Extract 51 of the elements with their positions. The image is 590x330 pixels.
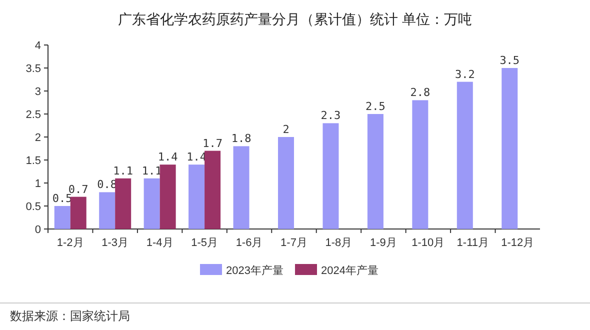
x-tick-label: 1-2月 <box>56 237 84 249</box>
y-tick-label: 2.5 <box>26 108 41 121</box>
x-tick-label: 1-10月 <box>412 237 445 249</box>
y-tick-label: 2 <box>34 132 41 144</box>
legend-label: 2023年产量 <box>226 264 284 277</box>
y-tick-label: 0 <box>34 224 41 236</box>
bar <box>144 178 160 229</box>
data-label: 2.5 <box>366 100 386 113</box>
data-label: 1.4 <box>158 150 178 164</box>
bar <box>160 164 176 229</box>
data-label: 0.7 <box>68 182 88 196</box>
bar <box>367 114 384 229</box>
bar <box>322 123 339 229</box>
bar <box>70 196 86 229</box>
legend-label: 2024年产量 <box>321 264 378 277</box>
bar <box>278 137 294 229</box>
bar <box>502 68 518 229</box>
bar <box>99 192 116 229</box>
data-label: 2 <box>282 123 290 136</box>
data-label: 2.8 <box>410 86 430 100</box>
bar <box>233 146 250 229</box>
y-tick-label: 0.5 <box>26 200 41 213</box>
bar <box>115 178 132 229</box>
bar <box>54 206 70 229</box>
y-tick-label: 1 <box>34 178 41 190</box>
data-label: 1.1 <box>142 164 162 178</box>
bar <box>456 82 473 229</box>
data-label: 3.2 <box>454 68 475 81</box>
x-tick-label: 1-12月 <box>501 237 534 249</box>
chart-title: 广东省化学农药原药产量分月（累计值）统计 单位：万吨 <box>118 11 472 27</box>
data-label: 1.7 <box>202 136 222 150</box>
data-label: 2.3 <box>320 109 341 122</box>
x-tick-label: 1-3月 <box>102 237 129 249</box>
x-tick-label: 1-6月 <box>236 237 263 249</box>
x-tick-label: 1-8月 <box>325 237 352 249</box>
y-tick-label: 4 <box>34 40 41 52</box>
data-label: 3.5 <box>500 54 520 67</box>
source-note: 数据来源：国家统计局 <box>10 309 130 323</box>
y-tick-label: 3.5 <box>26 62 41 75</box>
x-tick-label: 1-5月 <box>191 237 218 249</box>
bar <box>204 150 221 229</box>
x-tick-label: 1-11月 <box>456 237 490 249</box>
bar <box>188 164 205 229</box>
x-tick-label: 1-9月 <box>370 237 397 249</box>
y-tick-label: 1.5 <box>26 154 41 167</box>
data-label: 1.1 <box>113 164 134 178</box>
x-tick-label: 1-7月 <box>280 237 308 249</box>
bar <box>412 100 428 229</box>
data-label: 1.8 <box>231 132 252 146</box>
y-tick-label: 3 <box>34 86 41 98</box>
x-tick-label: 1-4月 <box>146 237 174 249</box>
